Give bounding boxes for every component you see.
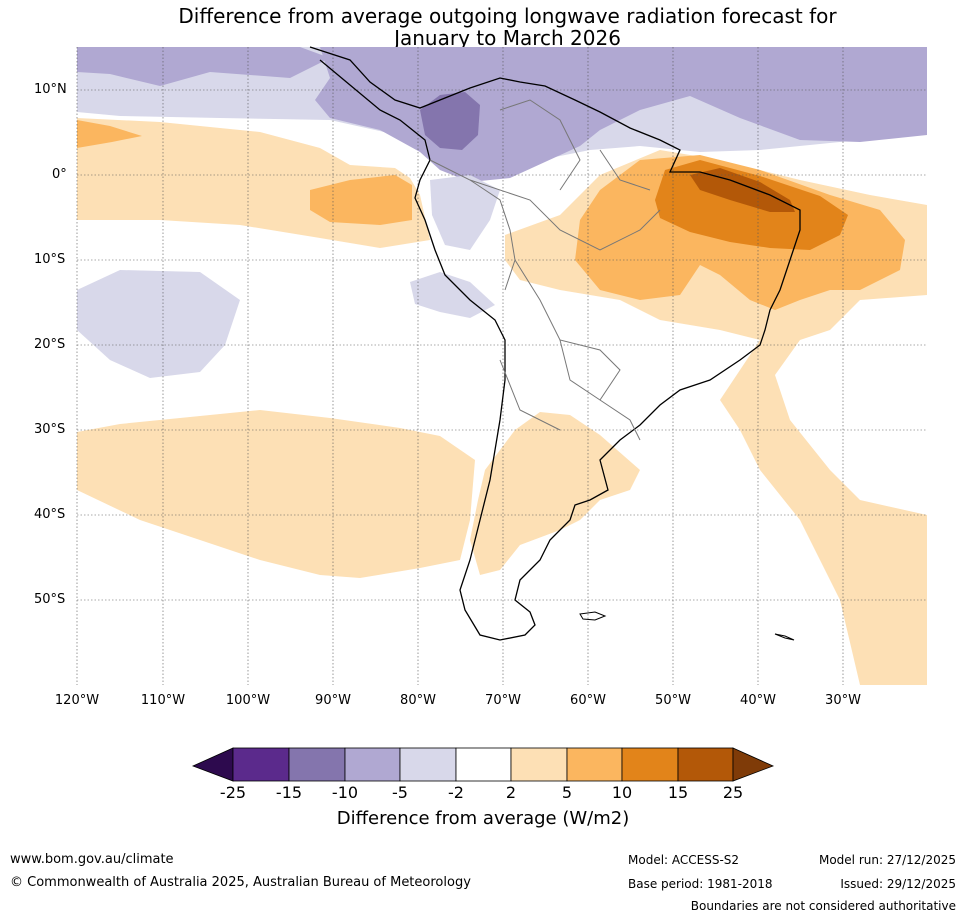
- colorbar-tick: 25: [722, 783, 744, 802]
- title-line-2: January to March 2026: [394, 26, 621, 50]
- disclaimer: Boundaries are not considered authoritat…: [690, 899, 956, 913]
- model-name: Model: ACCESS-S2: [628, 853, 740, 867]
- colorbar-label: Difference from average (W/m2): [336, 808, 630, 829]
- issued-date: Issued: 29/12/2025: [840, 877, 956, 891]
- anomaly-p2-argentina: [470, 412, 640, 575]
- colorbar-tick: -10: [331, 783, 359, 802]
- colorbar-swatch-n15: [288, 747, 346, 782]
- anomaly-n5-ecuador: [430, 175, 500, 250]
- colorbar-swatch-n25: [232, 747, 290, 782]
- website-link[interactable]: www.bom.gov.au/climate: [10, 852, 174, 867]
- lat-label-30s: 30°S: [34, 422, 66, 437]
- graticule: [76, 47, 927, 685]
- south-georgia: [774, 633, 795, 641]
- lon-label-70w: 70°W: [485, 693, 521, 708]
- colorbar-tick: 5: [561, 783, 573, 802]
- lon-label-90w: 90°W: [315, 693, 351, 708]
- lon-label-40w: 40°W: [740, 693, 776, 708]
- country-borders: [429, 99, 661, 441]
- lat-label-10n: 10°N: [34, 82, 67, 97]
- anomaly-n10-caribbean: [315, 47, 927, 182]
- lat-label-0: 0°: [52, 167, 67, 182]
- lon-label-60w: 60°W: [570, 693, 606, 708]
- colorbar-tick: -25: [219, 783, 247, 802]
- anomaly-p15-maranhao: [690, 168, 795, 212]
- lat-label-20s: 20°S: [34, 337, 66, 352]
- anomaly-n15-colombia: [420, 92, 480, 150]
- colorbar-tick: 10: [611, 783, 633, 802]
- colorbar-swatch-neutral: [455, 747, 512, 782]
- colorbar-tick: -2: [448, 783, 464, 802]
- anomaly-n5-peru: [410, 272, 495, 318]
- anomaly-p2-south-pacific: [77, 410, 475, 578]
- colorbar-tick: 15: [667, 783, 689, 802]
- colorbar-swatch-p2: [510, 747, 568, 782]
- colorbar-above-extension: [732, 747, 775, 782]
- lon-label-120w: 120°W: [54, 693, 100, 708]
- colorbar-swatch-p5: [566, 747, 623, 782]
- colorbar-tick: -15: [275, 783, 303, 802]
- colorbar-below-extension: [191, 747, 234, 782]
- lon-label-110w: 110°W: [140, 693, 186, 708]
- anomaly-p5-galapagos: [310, 175, 412, 225]
- colorbar-tick: -5: [392, 783, 408, 802]
- colorbar-swatch-p10: [621, 747, 679, 782]
- model-run: Model run: 27/12/2025: [818, 853, 956, 867]
- anomaly-p5-gulf: [77, 120, 142, 148]
- colorbar-swatch-n5: [399, 747, 457, 782]
- chart-title: Difference from average outgoing longwav…: [0, 5, 965, 49]
- lon-label-100w: 100°W: [225, 693, 271, 708]
- anomaly-field: [77, 47, 927, 685]
- base-period: Base period: 1981-2018: [628, 877, 773, 891]
- south-america-coastline: [309, 46, 801, 641]
- lon-label-50w: 50°W: [655, 693, 691, 708]
- colorbar-swatch-n10: [344, 747, 401, 782]
- anomaly-n5-pacific-west: [77, 270, 240, 378]
- anomaly-n10-north: [77, 47, 330, 86]
- copyright: © Commonwealth of Australia 2025, Austra…: [10, 875, 471, 890]
- falkland-islands: [579, 611, 607, 621]
- lon-label-30w: 30°W: [825, 693, 861, 708]
- lat-label-40s: 40°S: [34, 507, 66, 522]
- lat-label-10s: 10°S: [34, 252, 66, 267]
- title-line-1: Difference from average outgoing longwav…: [178, 4, 837, 28]
- lat-label-50s: 50°S: [34, 592, 66, 607]
- colorbar-swatch-p15: [677, 747, 734, 782]
- lon-label-80w: 80°W: [400, 693, 436, 708]
- colorbar-tick: 2: [505, 783, 517, 802]
